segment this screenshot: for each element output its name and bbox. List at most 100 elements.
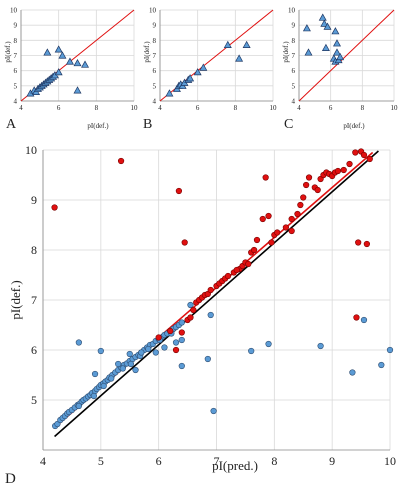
y-tick-label: 4 <box>153 98 157 106</box>
x-axis-label: pI(def.) <box>87 122 109 130</box>
red-point <box>360 151 368 159</box>
y-tick-label: 4 <box>14 98 18 106</box>
x-tick-label: 10 <box>131 104 139 112</box>
red-point <box>155 334 162 341</box>
triangle-point <box>336 52 345 61</box>
red-point <box>51 204 58 211</box>
red-point <box>288 227 295 235</box>
x-axis-label: pI(def.) <box>343 122 365 130</box>
triangle-point <box>304 48 313 56</box>
y-tick-label: 6 <box>31 343 37 357</box>
y-tick-label: 7 <box>153 52 157 60</box>
y-tick-label: 8 <box>292 37 296 45</box>
red-point <box>167 327 174 335</box>
x-tick-label: 4 <box>40 454 46 468</box>
y-tick-label: 6 <box>292 67 296 75</box>
red-point <box>297 201 304 209</box>
y-axis-label: pI(def.) <box>282 41 290 63</box>
triangle-point <box>331 27 340 35</box>
x-tick-label: 10 <box>391 104 399 112</box>
y-tick-label: 5 <box>14 82 18 90</box>
x-tick-label: 4 <box>158 104 162 112</box>
triangle-point <box>333 39 341 47</box>
triangle-point <box>165 89 174 97</box>
y-axis-label: pI(def.) <box>8 280 23 319</box>
x-tick-label: 7 <box>214 454 220 468</box>
triangle-point <box>58 51 67 59</box>
red-point <box>334 167 342 175</box>
y-tick-label: 5 <box>292 82 296 90</box>
blue-point <box>172 339 180 346</box>
triangle-point <box>73 86 82 94</box>
x-tick-label: 10 <box>270 104 278 112</box>
blue-point <box>187 301 194 309</box>
red-point <box>352 149 359 156</box>
red-point <box>268 239 275 246</box>
y-axis-label: pI(def.) <box>143 41 151 63</box>
y-tick-label: 5 <box>153 82 157 90</box>
triangle-point <box>302 24 311 32</box>
x-axis-label: pI(pred.) <box>212 458 258 473</box>
y-axis-label: pI(def.) <box>4 41 12 63</box>
blue-point <box>138 349 145 356</box>
panel-letter-a: A <box>6 117 17 132</box>
blue-point <box>378 361 385 369</box>
red-point <box>363 240 370 248</box>
triangle-point <box>73 58 82 67</box>
x-tick-label: 6 <box>156 454 162 468</box>
red-point <box>233 266 240 274</box>
blue-point <box>115 360 122 368</box>
blue-point <box>386 346 394 354</box>
blue-point <box>145 345 152 353</box>
panel-letter-c: C <box>284 117 293 132</box>
blue-point <box>210 407 217 415</box>
red-point <box>294 210 301 218</box>
blue-point <box>204 355 211 363</box>
red-point <box>175 187 183 195</box>
blue-point <box>265 340 272 348</box>
y-tick-label: 10 <box>288 7 296 15</box>
red-point <box>262 174 269 181</box>
triangle-point <box>193 68 202 76</box>
blue-point <box>349 369 356 376</box>
black-fit-line <box>54 150 379 438</box>
triangle-point <box>320 19 329 27</box>
blue-point <box>132 366 139 374</box>
x-tick-label: 8 <box>234 104 238 112</box>
y-tick-label: 8 <box>31 243 37 257</box>
y-tick-label: 10 <box>149 7 157 15</box>
red-point <box>253 236 261 244</box>
x-tick-label: 4 <box>297 104 301 112</box>
blue-point <box>178 319 185 326</box>
y-tick-label: 9 <box>153 22 157 30</box>
triangle-point <box>43 48 52 56</box>
blue-point <box>178 336 185 344</box>
panel-b: 4 6 8 10 4 5 6 7 8 9 10 pI(def.) B <box>143 7 277 133</box>
y-tick-label: 5 <box>31 393 37 407</box>
red-point <box>224 272 232 280</box>
red-point <box>314 186 321 194</box>
blue-point <box>152 349 159 356</box>
x-tick-label: 6 <box>57 104 61 112</box>
triangle-point <box>186 74 195 82</box>
red-point <box>282 224 290 231</box>
blue-point <box>360 316 368 324</box>
blue-point <box>90 392 97 400</box>
red-point <box>181 239 188 246</box>
triangle-point <box>54 68 63 76</box>
y-tick-label: 8 <box>14 37 18 45</box>
red-point <box>178 329 185 336</box>
blue-point <box>100 382 107 390</box>
red-point <box>187 314 194 321</box>
blue-point <box>91 370 99 378</box>
red-point <box>305 174 313 181</box>
panel-c: 4 6 8 10 4 5 6 7 8 9 10 pI(def.) pI(def.) C <box>282 7 398 133</box>
red-point <box>250 246 258 254</box>
triangle-point <box>323 22 332 30</box>
panel-a: 4 6 8 10 4 5 6 7 8 9 10 pI(def.) pI(def.) A <box>4 7 138 133</box>
blue-point <box>317 342 324 350</box>
x-tick-label: 8 <box>95 104 99 112</box>
blue-point <box>108 375 115 382</box>
y-tick-label: 7 <box>14 52 18 60</box>
